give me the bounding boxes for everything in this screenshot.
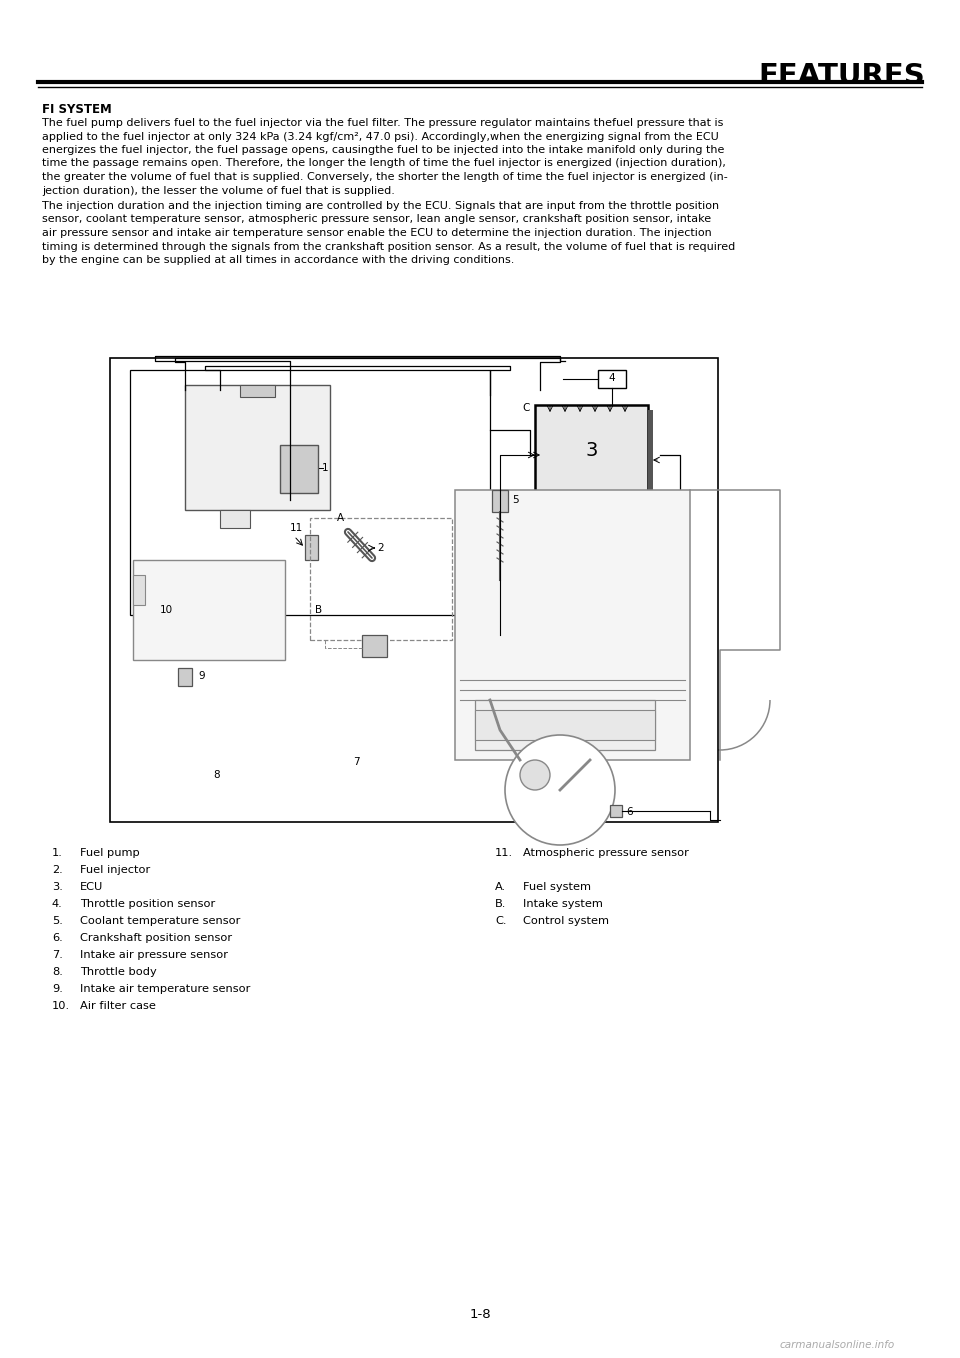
Text: 10: 10 [160,606,173,615]
Bar [310,517,452,640]
Bar [185,386,330,511]
Text: B.: B. [495,899,506,909]
Text: 9.: 9. [52,985,62,994]
Bar [305,535,318,559]
Text: energizes the fuel injector, the fuel passage opens, causingthe fuel to be injec: energizes the fuel injector, the fuel pa… [42,145,725,155]
Bar [240,386,275,397]
Bar [598,369,626,388]
Text: 6: 6 [626,807,633,818]
Text: air pressure sensor and intake air temperature sensor enable the ECU to determin: air pressure sensor and intake air tempe… [42,228,711,238]
Text: 3: 3 [586,440,598,459]
Text: Air filter case: Air filter case [80,1001,156,1010]
Text: 3.: 3. [52,881,62,892]
Text: Fuel injector: Fuel injector [80,865,151,875]
Text: A: A [337,513,344,523]
Bar [133,559,285,660]
Text: 5: 5 [512,496,518,505]
Bar [110,359,718,822]
Text: Crankshaft position sensor: Crankshaft position sensor [80,933,232,942]
Text: 6.: 6. [52,933,62,942]
Text: Atmospheric pressure sensor: Atmospheric pressure sensor [523,847,689,858]
Text: The injection duration and the injection timing are controlled by the ECU. Signa: The injection duration and the injection… [42,201,719,210]
Bar [610,805,622,818]
Text: sensor, coolant temperature sensor, atmospheric pressure sensor, lean angle sens: sensor, coolant temperature sensor, atmo… [42,215,711,224]
Text: 1-8: 1-8 [469,1308,491,1321]
Bar [475,710,655,740]
Text: The fuel pump delivers fuel to the fuel injector via the fuel filter. The pressu: The fuel pump delivers fuel to the fuel … [42,118,724,128]
Text: time the passage remains open. Therefore, the longer the length of time the fuel: time the passage remains open. Therefore… [42,159,726,168]
Text: timing is determined through the signals from the crankshaft position sensor. As: timing is determined through the signals… [42,242,735,251]
Text: 11: 11 [290,523,303,532]
Bar [130,369,490,615]
Text: 1: 1 [322,463,328,473]
Text: Throttle body: Throttle body [80,967,156,976]
Text: jection duration), the lesser the volume of fuel that is supplied.: jection duration), the lesser the volume… [42,186,395,196]
Text: 4.: 4. [52,899,62,909]
Text: B: B [315,606,323,615]
Text: 5.: 5. [52,917,62,926]
Bar [133,574,145,606]
Text: 8: 8 [213,770,220,779]
Circle shape [505,735,615,845]
Text: Coolant temperature sensor: Coolant temperature sensor [80,917,240,926]
Text: FI SYSTEM: FI SYSTEM [42,103,111,115]
Text: 7.: 7. [52,951,62,960]
Text: 2: 2 [377,543,384,553]
Text: C.: C. [495,917,507,926]
Text: 11.: 11. [495,847,514,858]
Bar [455,490,690,760]
Circle shape [520,760,550,790]
Text: Intake system: Intake system [523,899,603,909]
Text: Intake air temperature sensor: Intake air temperature sensor [80,985,251,994]
Text: applied to the fuel injector at only 324 kPa (3.24 kgf/cm², 47.0 psi). According: applied to the fuel injector at only 324… [42,132,719,141]
Bar [475,699,655,750]
Bar [178,668,192,686]
Bar [492,490,508,512]
Bar [540,496,648,500]
Text: by the engine can be supplied at all times in accordance with the driving condit: by the engine can be supplied at all tim… [42,255,515,265]
Text: Control system: Control system [523,917,609,926]
Text: 10.: 10. [52,1001,70,1010]
Text: C: C [522,403,530,413]
Text: 8.: 8. [52,967,62,976]
Bar [648,410,653,496]
Bar [535,405,648,496]
Text: 1.: 1. [52,847,62,858]
Text: carmanualsonline.info: carmanualsonline.info [780,1340,896,1350]
Text: 2.: 2. [52,865,62,875]
Text: 4: 4 [609,373,615,383]
Text: Fuel pump: Fuel pump [80,847,140,858]
Text: ECU: ECU [80,881,104,892]
Bar [220,511,250,528]
Text: Throttle position sensor: Throttle position sensor [80,899,215,909]
Text: 9: 9 [198,671,204,680]
Text: A.: A. [495,881,506,892]
Text: 7: 7 [353,756,360,767]
Bar [362,636,387,657]
Text: Fuel system: Fuel system [523,881,591,892]
Text: FEATURES: FEATURES [758,62,925,90]
Text: Intake air pressure sensor: Intake air pressure sensor [80,951,228,960]
Bar [280,445,318,493]
Text: the greater the volume of fuel that is supplied. Conversely, the shorter the len: the greater the volume of fuel that is s… [42,172,728,182]
